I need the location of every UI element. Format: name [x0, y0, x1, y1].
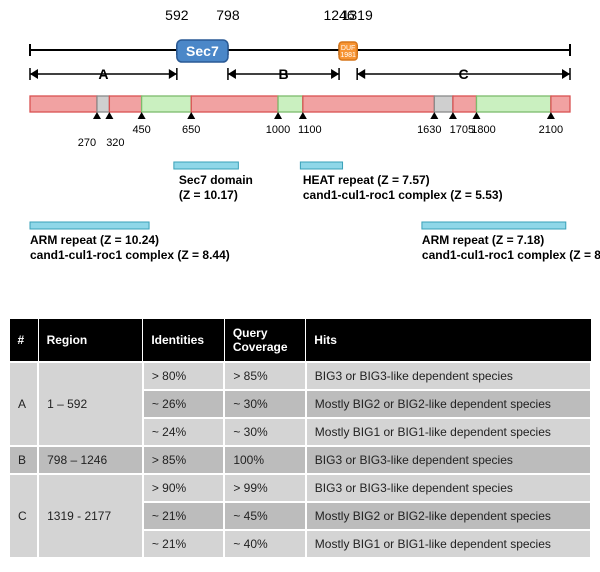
table-row: C1319 - 2177> 90%> 99%BIG3 or BIG3-like …: [9, 474, 591, 502]
cell-ident: ~ 24%: [143, 418, 224, 446]
cell-qc: ~ 30%: [224, 390, 305, 418]
cell-hits: BIG3 or BIG3-like dependent species: [306, 474, 591, 502]
group-id: A: [9, 362, 38, 446]
cell-ident: ~ 21%: [143, 502, 224, 530]
group-region: 798 – 1246: [38, 446, 143, 474]
group-region: 1 – 592: [38, 362, 143, 446]
cell-qc: ~ 40%: [224, 530, 305, 558]
cell-ident: ~ 26%: [143, 390, 224, 418]
col-header: Query Coverage: [224, 319, 305, 363]
svg-text:1800: 1800: [471, 124, 495, 136]
table-row: A1 – 592> 80%> 85%BIG3 or BIG3-like depe…: [9, 362, 591, 390]
table-row: B798 – 1246> 85%100%BIG3 or BIG3-like de…: [9, 446, 591, 474]
domain-diagram: 59279812461319Sec7DUF1981ABC270320450650…: [0, 0, 600, 318]
svg-text:ARM repeat (Z = 7.18): ARM repeat (Z = 7.18): [422, 233, 544, 247]
col-header: Identities: [143, 319, 224, 363]
svg-text:cand1-cul1-roc1 complex (Z = 8: cand1-cul1-roc1 complex (Z = 8.18): [422, 248, 600, 262]
group-region: 1319 - 2177: [38, 474, 143, 558]
cell-hits: BIG3 or BIG3-like dependent species: [306, 446, 591, 474]
svg-text:HEAT repeat (Z = 7.57): HEAT repeat (Z = 7.57): [303, 173, 430, 187]
svg-text:cand1-cul1-roc1 complex (Z = 8: cand1-cul1-roc1 complex (Z = 8.44): [30, 248, 230, 262]
svg-text:2100: 2100: [539, 124, 563, 136]
cell-qc: > 99%: [224, 474, 305, 502]
svg-text:450: 450: [132, 124, 150, 136]
svg-text:798: 798: [216, 7, 240, 23]
svg-text:cand1-cul1-roc1 complex (Z = 5: cand1-cul1-roc1 complex (Z = 5.53): [303, 188, 503, 202]
svg-text:ARM repeat (Z = 10.24): ARM repeat (Z = 10.24): [30, 233, 159, 247]
cell-qc: ~ 45%: [224, 502, 305, 530]
cell-hits: BIG3 or BIG3-like dependent species: [306, 362, 591, 390]
cell-ident: > 85%: [143, 446, 224, 474]
svg-text:1319: 1319: [342, 7, 373, 23]
svg-text:650: 650: [182, 124, 200, 136]
svg-text:Sec7: Sec7: [186, 43, 219, 59]
svg-text:1981: 1981: [340, 52, 356, 59]
col-header: #: [9, 319, 38, 363]
svg-text:320: 320: [106, 137, 124, 149]
col-header: Region: [38, 319, 143, 363]
group-id: C: [9, 474, 38, 558]
hits-table: #RegionIdentitiesQuery CoverageHits A1 –…: [8, 318, 592, 559]
cell-qc: 100%: [224, 446, 305, 474]
hits-table-wrap: #RegionIdentitiesQuery CoverageHits A1 –…: [8, 318, 592, 559]
svg-text:592: 592: [165, 7, 189, 23]
cell-hits: Mostly BIG1 or BIG1-like dependent speci…: [306, 530, 591, 558]
cell-ident: ~ 21%: [143, 530, 224, 558]
svg-text:(Z = 10.17): (Z = 10.17): [179, 188, 238, 202]
cell-ident: > 90%: [143, 474, 224, 502]
cell-hits: Mostly BIG2 or BIG2-like dependent speci…: [306, 502, 591, 530]
cell-hits: Mostly BIG1 or BIG1-like dependent speci…: [306, 418, 591, 446]
svg-text:1630: 1630: [417, 124, 441, 136]
group-id: B: [9, 446, 38, 474]
svg-text:C: C: [459, 66, 469, 82]
svg-text:1000: 1000: [266, 124, 290, 136]
svg-text:A: A: [98, 66, 108, 82]
cell-ident: > 80%: [143, 362, 224, 390]
cell-qc: ~ 30%: [224, 418, 305, 446]
svg-text:1100: 1100: [298, 124, 322, 136]
svg-text:270: 270: [78, 137, 96, 149]
cell-qc: > 85%: [224, 362, 305, 390]
cell-hits: Mostly BIG2 or BIG2-like dependent speci…: [306, 390, 591, 418]
col-header: Hits: [306, 319, 591, 363]
svg-text:Sec7 domain: Sec7 domain: [179, 173, 253, 187]
svg-text:B: B: [278, 66, 288, 82]
svg-text:DUF: DUF: [341, 45, 355, 52]
